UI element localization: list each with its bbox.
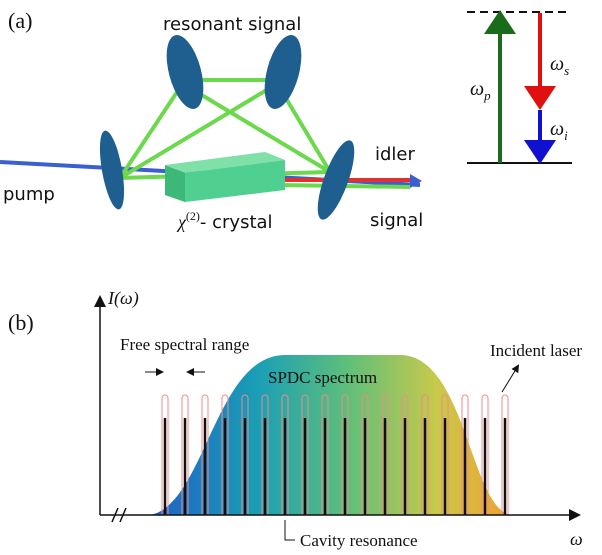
label: Cavity resonance — [300, 531, 418, 550]
y-axis-label: I(ω) — [107, 288, 139, 309]
omega-s: ωs — [550, 53, 569, 78]
label: pump — [3, 184, 55, 205]
laser-arrow — [502, 366, 518, 392]
panel-label: (a) — [8, 8, 32, 33]
label: signal — [370, 210, 423, 231]
x-axis-label: ω — [570, 529, 583, 549]
label: Free spectral range — [120, 335, 249, 354]
omega: ω — [550, 53, 564, 75]
label: idler — [375, 144, 416, 165]
omega-p: ωp — [470, 78, 491, 103]
panel-label: (b) — [8, 310, 34, 335]
omega-i: ωi — [550, 118, 568, 143]
label: resonant signal — [163, 14, 301, 35]
crystal-label: χ(2)- crystal — [176, 209, 273, 233]
figure: (a) resonant signal idler pump signal χ(… — [0, 0, 602, 555]
subscript: i — [564, 128, 568, 143]
label: SPDC spectrum — [268, 368, 377, 387]
text: - crystal — [200, 212, 273, 233]
superscript: (2) — [186, 209, 200, 223]
arg: (ω) — [114, 288, 139, 309]
subscript: s — [564, 63, 569, 78]
resonance-pointer — [285, 520, 295, 540]
label: Incident laser — [490, 341, 582, 360]
omega: ω — [550, 118, 564, 140]
omega: ω — [470, 78, 484, 100]
subscript: p — [483, 88, 491, 103]
